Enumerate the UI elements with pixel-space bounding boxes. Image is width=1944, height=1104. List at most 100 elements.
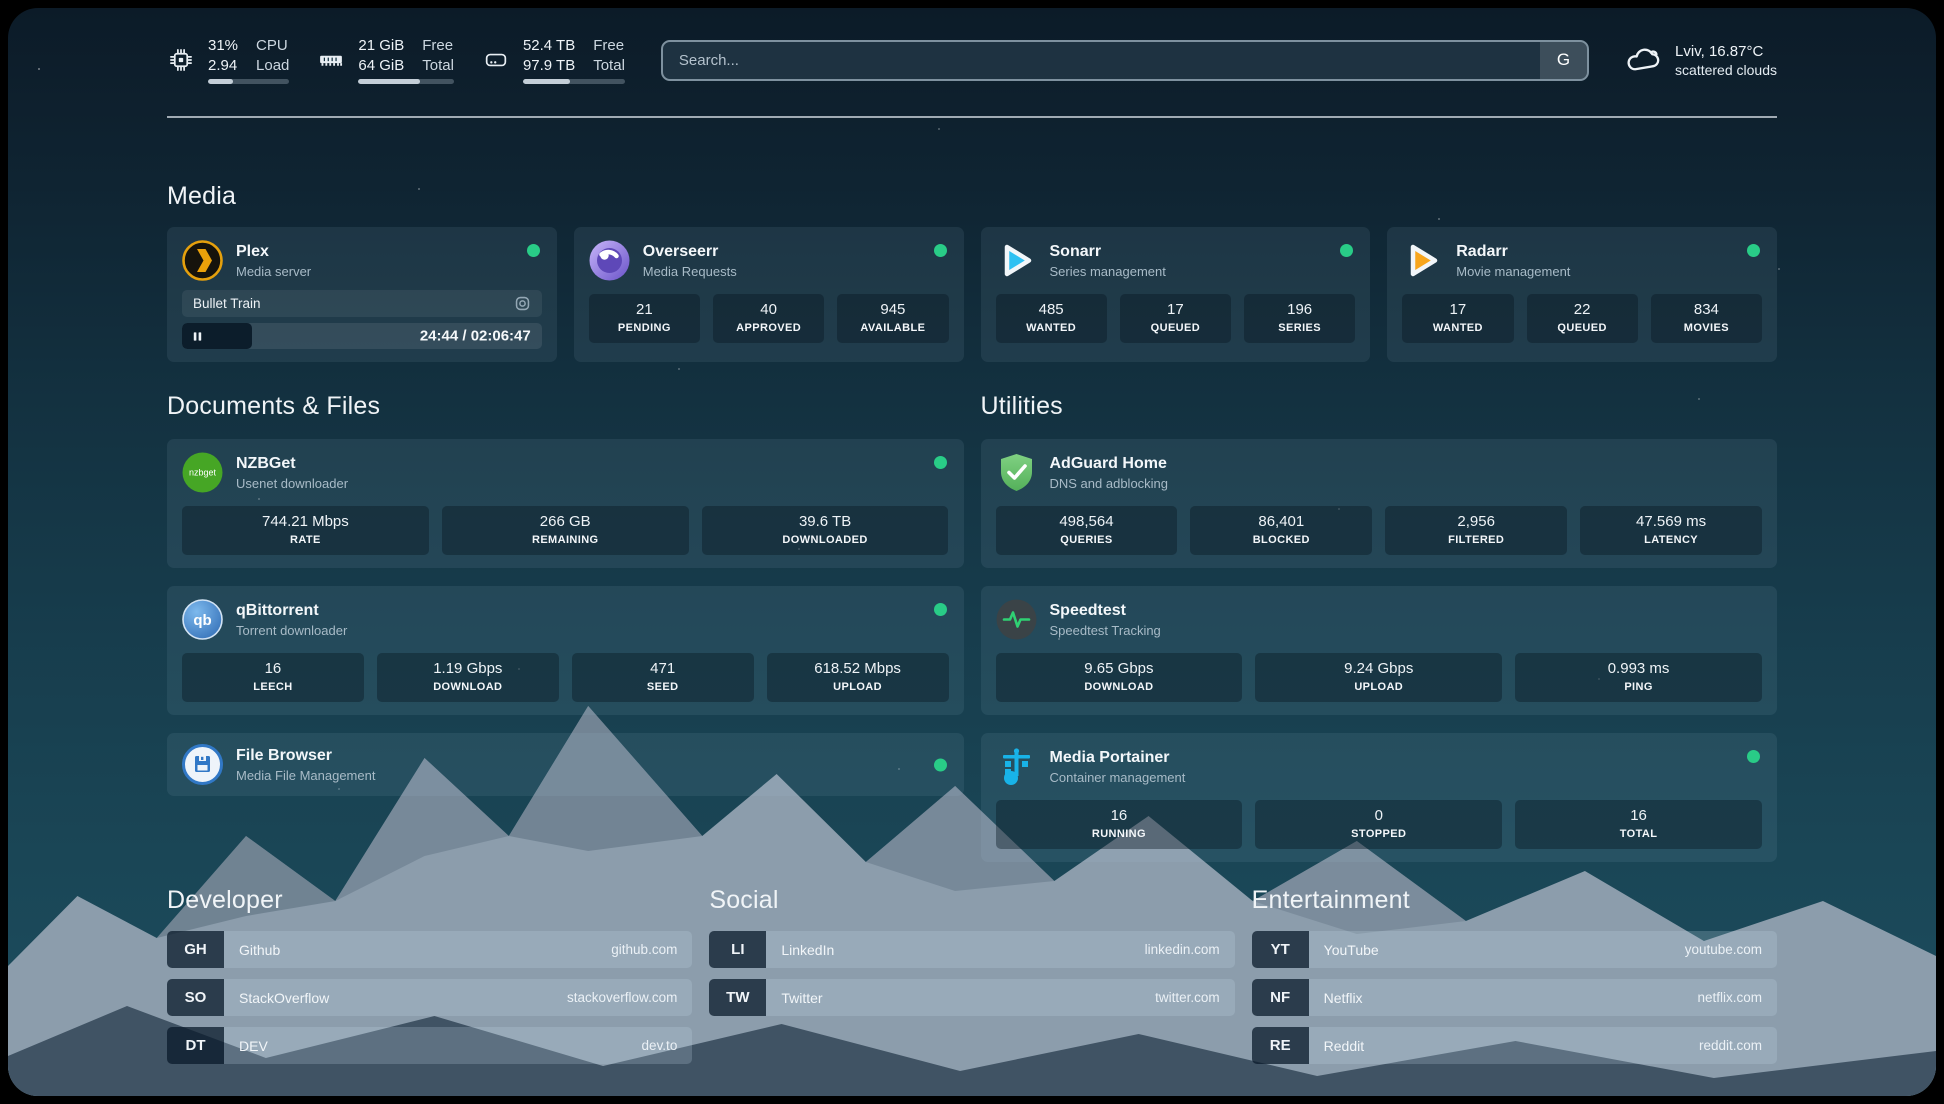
stat-ping: 0.993 ms PING [1515, 653, 1762, 702]
bookmark-reddit[interactable]: RE Reddit reddit.com [1251, 1027, 1777, 1064]
bookmark-name: Reddit [1323, 1037, 1365, 1054]
card-title: Media Portainer [1049, 748, 1170, 766]
nzbget-icon: nzbget [182, 452, 223, 493]
bookmark-url: youtube.com [1684, 942, 1762, 957]
now-playing-row: Bullet Train [182, 290, 542, 317]
speedtest-card[interactable]: Speedtest Speedtest Tracking 9.65 Gbps DO… [980, 586, 1777, 715]
section-title-developer: Developer [167, 886, 283, 914]
bookmark-group-entertainment: Entertainment YT YouTube youtube.com NF … [1251, 886, 1777, 1075]
stat-stopped: 0 STOPPED [1255, 800, 1503, 849]
bookmark-url: github.com [611, 942, 678, 957]
status-dot [1340, 244, 1354, 257]
stat-upload: 618.52 Mbps UPLOAD [766, 653, 949, 702]
portainer-card[interactable]: Media Portainer Container management 16 R… [980, 733, 1777, 862]
adguard-icon [1000, 454, 1032, 491]
dashboard-window: 31% 2.94 CPU Load [8, 8, 1936, 1096]
memory-meter [358, 79, 454, 84]
stat-blocked: 86,401 BLOCKED [1190, 506, 1373, 555]
card-subtitle: Series management [1049, 263, 1166, 279]
stat-series: 196 SERIES [1244, 294, 1356, 343]
card-title: Plex [236, 242, 269, 260]
stat-remaining: 266 GB REMAINING [441, 506, 689, 555]
section-title-media: Media [167, 182, 237, 210]
bookmark-abbr: DT [167, 1027, 224, 1064]
bookmark-abbr: SO [167, 979, 224, 1016]
search-bar: G [660, 39, 1590, 81]
radarr-card[interactable]: Radarr Movie management 17 WANTED 22 QUEUE… [1387, 227, 1777, 362]
memory-free-label: Free [422, 37, 454, 54]
bookmark-abbr: RE [1251, 1027, 1309, 1064]
bookmark-name: Github [239, 941, 281, 958]
bookmark-dev[interactable]: DT DEV dev.to [167, 1027, 693, 1064]
card-subtitle: Torrent downloader [236, 622, 348, 638]
bookmark-abbr: YT [1251, 931, 1309, 968]
svg-text:qb: qb [193, 612, 211, 629]
system-stats: 31% 2.94 CPU Load [167, 36, 625, 84]
bookmark-twitter[interactable]: TW Twitter twitter.com [709, 979, 1235, 1016]
memory-free-value: 21 GiB [358, 37, 405, 54]
memory-widget: 21 GiB 64 GiB Free Total [317, 36, 454, 84]
search-input[interactable] [662, 41, 1541, 79]
card-subtitle: Movie management [1456, 263, 1571, 279]
qbittorrent-card[interactable]: qb qBittorrent Torrent downloader 16 LEEC… [167, 586, 964, 715]
plex-icon [182, 240, 223, 281]
cpu-icon [170, 49, 192, 71]
stat-seed: 471 SEED [571, 653, 754, 702]
card-subtitle: Media server [236, 263, 312, 279]
bookmark-github[interactable]: GH Github github.com [167, 931, 693, 968]
card-subtitle: Container management [1049, 769, 1186, 785]
bookmark-linkedin[interactable]: LI LinkedIn linkedin.com [709, 931, 1235, 968]
bookmark-stackoverflow[interactable]: SO StackOverflow stackoverflow.com [167, 979, 693, 1016]
snow-specks [38, 68, 40, 70]
section-media: Media Plex Media server [167, 182, 1777, 362]
filebrowser-icon [182, 744, 223, 785]
search-provider-button[interactable]: G [1540, 41, 1588, 79]
cpu-meter [208, 79, 290, 84]
plex-card[interactable]: Plex Media server Bullet Train [167, 227, 557, 362]
bookmark-group-social: Social LI LinkedIn linkedin.com TW Twitt… [709, 886, 1235, 1075]
qbittorrent-icon: qb [182, 599, 223, 640]
cpu-load-value: 2.94 [208, 56, 238, 74]
card-subtitle: Speedtest Tracking [1049, 622, 1161, 638]
bookmark-youtube[interactable]: YT YouTube youtube.com [1251, 931, 1777, 968]
nas-icon [485, 53, 507, 67]
sonarr-card[interactable]: Sonarr Series management 485 WANTED 17 QUE… [980, 227, 1371, 362]
stat-total: 16 TOTAL [1515, 800, 1762, 849]
settings-ring-icon[interactable] [514, 295, 531, 312]
bookmark-netflix[interactable]: NF Netflix netflix.com [1251, 979, 1777, 1016]
card-title: Speedtest [1049, 601, 1126, 619]
section-title-utilities: Utilities [980, 392, 1063, 420]
weather-widget: Lviv, 16.87°C scattered clouds [1625, 43, 1777, 78]
filebrowser-card[interactable]: File Browser Media File Management [167, 733, 964, 796]
card-subtitle: Usenet downloader [236, 475, 349, 491]
cpu-load-label: Load [256, 56, 290, 74]
stat-wanted: 485 WANTED [995, 294, 1107, 343]
bookmark-url: dev.to [641, 1038, 678, 1053]
status-dot [1747, 244, 1760, 257]
status-dot [933, 758, 947, 771]
playback-progress-bar: 24:44 / 02:06:47 [182, 323, 542, 349]
pause-icon [193, 331, 202, 341]
nzbget-card[interactable]: nzbget NZBGet Usenet downloader 744.21 M… [167, 439, 964, 568]
stat-upload: 9.24 Gbps UPLOAD [1255, 653, 1503, 702]
stat-queued: 17 QUEUED [1119, 294, 1231, 343]
bookmark-name: StackOverflow [239, 989, 330, 1006]
memory-total-value: 64 GiB [358, 56, 405, 74]
overseerr-card[interactable]: Overseerr Media Requests 21 PENDING 40 APP… [573, 227, 964, 362]
stat-queued: 22 QUEUED [1526, 294, 1638, 343]
stat-download: 9.65 Gbps DOWNLOAD [995, 653, 1243, 702]
card-title: Radarr [1456, 242, 1508, 260]
stat-rate: 744.21 Mbps RATE [182, 506, 429, 555]
playback-time: 24:44 / 02:06:47 [419, 327, 531, 345]
adguard-card[interactable]: AdGuard Home DNS and adblocking 498,564 Q… [980, 439, 1777, 568]
mountain-background [8, 706, 1936, 1096]
weather-location-temp: Lviv, 16.87°C [1675, 42, 1764, 60]
bookmark-name: DEV [239, 1037, 268, 1054]
bookmark-group-developer: Developer GH Github github.com SO StackO… [167, 886, 693, 1075]
section-utilities: Utilities AdGuard Home DNS and adblockin… [980, 392, 1777, 862]
cloud-icon [1627, 48, 1660, 71]
stat-available: 945 AVAILABLE [837, 294, 949, 343]
card-title: qBittorrent [236, 601, 319, 619]
stat-downloaded: 39.6 TB DOWNLOADED [701, 506, 949, 555]
bookmark-url: linkedin.com [1144, 942, 1220, 957]
